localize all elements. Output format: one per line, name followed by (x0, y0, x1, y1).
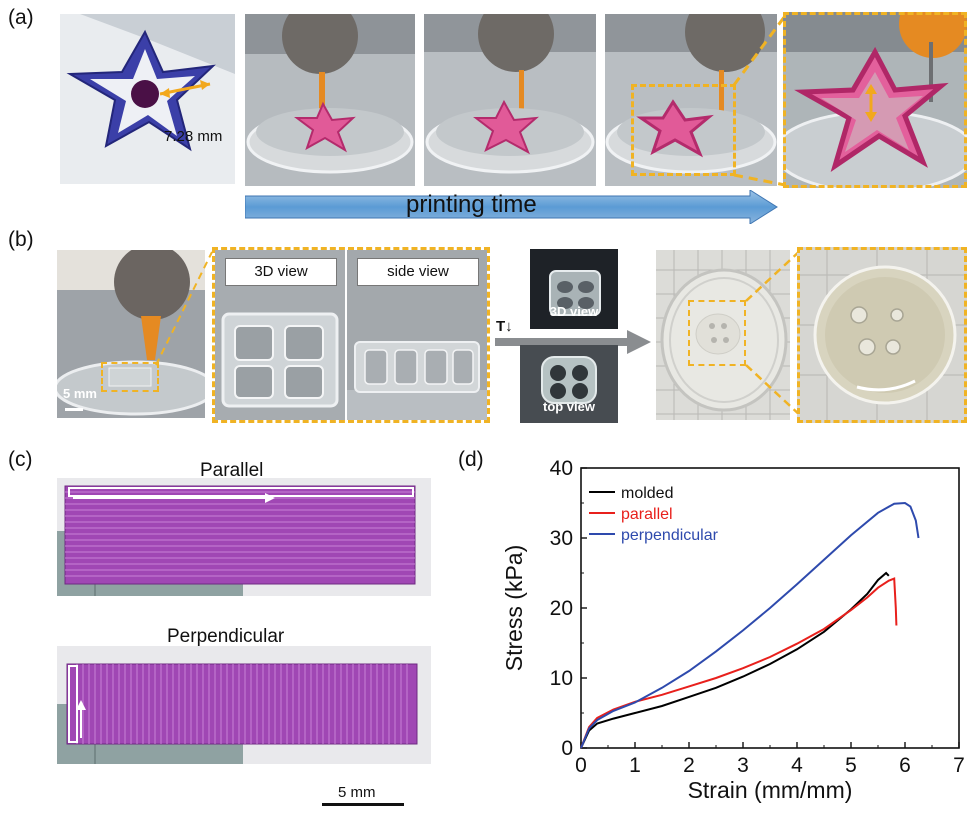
zoom-connector-lines (732, 15, 787, 187)
printing-photo-1 (245, 14, 415, 186)
series-line-molded (580, 571, 890, 749)
x-tick-label: 0 (575, 754, 587, 777)
y-tick-label: 30 (550, 527, 573, 550)
zoom-region-box (631, 84, 736, 176)
grid-print-photo: 5 mm (57, 250, 205, 418)
x-tick-label: 2 (683, 754, 695, 777)
y-tick-label: 10 (550, 667, 573, 690)
small-top-view-label: top view (542, 399, 595, 414)
c-scale-bar (322, 803, 404, 806)
chart-series (580, 501, 920, 749)
x-tick-label: 4 (791, 754, 803, 777)
y-axis-label: Stress (kPa) (501, 545, 527, 672)
panel-b-label: (b) (8, 228, 34, 251)
panel-c-label: (c) (8, 448, 33, 471)
small-3d-view-label: 3D view (549, 304, 599, 319)
tag-3d-view: 3D view (225, 258, 337, 286)
printing-photo-3 (605, 14, 777, 186)
grid-side-view-photo: side view (347, 250, 487, 420)
legend-label-parallel: parallel (621, 506, 673, 523)
legend-label-molded: molded (621, 485, 673, 502)
dissolved-zoom-box (688, 300, 746, 366)
star-cad-model: 7.28 mm (60, 14, 235, 184)
parallel-raster-lines (65, 491, 415, 577)
panel-a-label: (a) (8, 6, 34, 29)
small-3d-view-photo: 3D view (530, 249, 618, 329)
legend-label-perpendicular: perpendicular (621, 527, 719, 544)
star-closeup-photo (783, 12, 967, 188)
star-dimension-label: 7.28 mm (164, 128, 223, 145)
x-tick-label: 3 (737, 754, 749, 777)
grid-photo-scale-bar (65, 408, 83, 411)
grid-3d-view-photo: 3D view (215, 250, 345, 420)
parallel-title: Parallel (200, 460, 264, 481)
temperature-label: T↓ (496, 318, 513, 335)
x-axis-label: Strain (mm/mm) (688, 777, 853, 803)
parallel-print-path-diagram (57, 478, 431, 596)
x-tick-label: 5 (845, 754, 857, 777)
series-line-parallel (580, 577, 898, 749)
y-tick-label: 20 (550, 597, 573, 620)
series-line-perpendicular (580, 501, 920, 749)
chart-legend: molded parallel perpendicular (589, 485, 719, 544)
c-scale-label: 5 mm (338, 784, 376, 801)
x-tick-label: 6 (899, 754, 911, 777)
x-tick-label: 1 (629, 754, 641, 777)
perpendicular-raster-lines (76, 664, 408, 744)
small-top-view-photo: top view (520, 345, 618, 423)
b-zoom-connector (155, 251, 213, 366)
printing-time-label: printing time (406, 191, 537, 218)
dissolved-closeup-photo (797, 247, 967, 423)
tag-side-view: side view (357, 258, 479, 286)
printing-photo-2 (424, 14, 596, 186)
y-tick-label: 0 (561, 737, 573, 760)
b-zoom-frame (212, 247, 490, 423)
perpendicular-title: Perpendicular (167, 626, 285, 647)
grid-zoom-box (101, 362, 159, 392)
y-tick-label: 40 (550, 457, 573, 480)
dissolved-dish-photo (656, 250, 790, 420)
panel-d-label: (d) (458, 448, 484, 471)
perpendicular-print-path-diagram (57, 646, 431, 764)
chart-axes: 0 1 2 3 4 5 6 7 0 10 20 30 40 Strain (mm/mm) Stress (k… (501, 457, 965, 803)
dissolved-closeup-frame (797, 247, 967, 423)
closeup-frame (783, 12, 967, 188)
x-tick-label: 7 (953, 754, 965, 777)
stress-strain-chart: 0 1 2 3 4 5 6 7 0 10 20 30 40 Strain (mm/mm) Stress (k… (501, 457, 965, 803)
grid-photo-scale-label: 5 mm (63, 386, 97, 401)
cooling-arrow (495, 330, 651, 354)
printing-time-arrow (245, 190, 778, 224)
